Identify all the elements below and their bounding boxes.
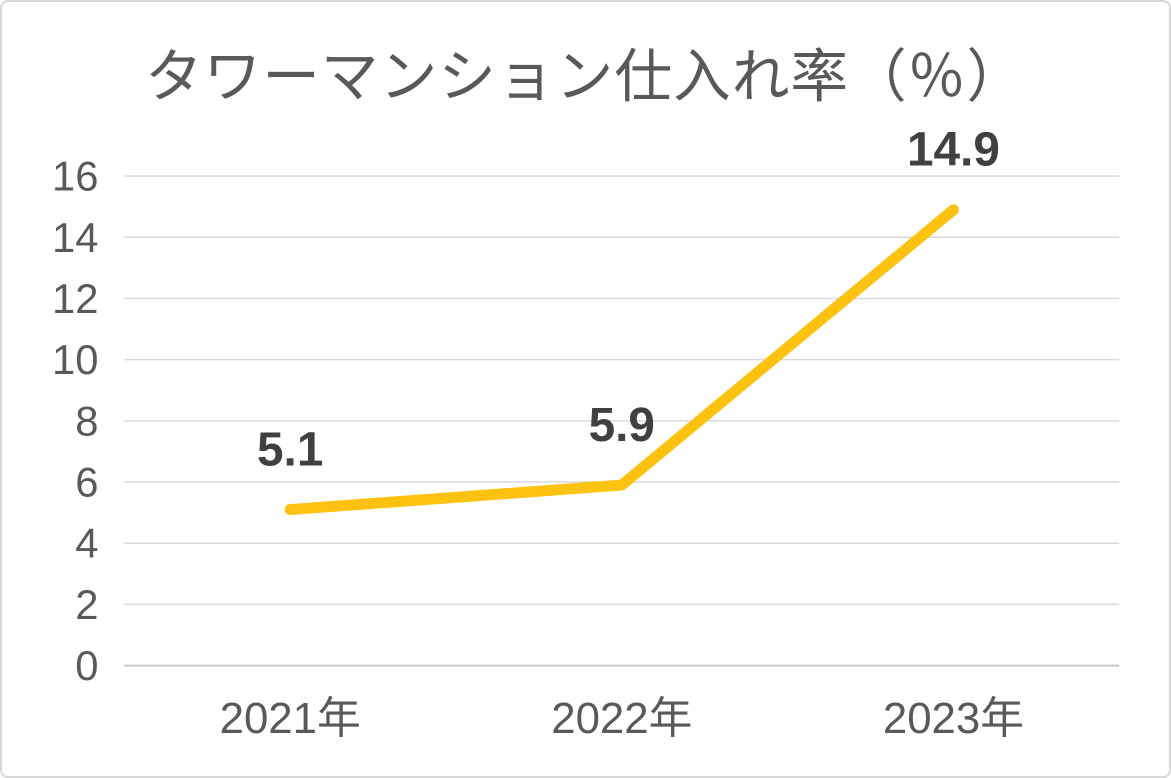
y-tick-label: 14 [52, 214, 98, 261]
data-point-label: 5.9 [589, 399, 655, 452]
data-point-label: 14.9 [907, 124, 1000, 177]
y-tick-label: 2 [75, 581, 98, 628]
y-tick-label: 12 [52, 275, 98, 322]
y-tick-label: 16 [52, 153, 98, 200]
chart-title: タワーマンション仕入れ率（％） [145, 46, 1025, 110]
x-tick-label: 2021年 [220, 694, 361, 743]
data-point-label: 5.1 [257, 423, 323, 476]
y-tick-label: 8 [75, 397, 98, 444]
y-tick-label: 10 [52, 336, 98, 383]
y-tick-label: 6 [75, 459, 98, 506]
y-tick-label: 0 [75, 642, 98, 689]
x-tick-label: 2023年 [883, 694, 1024, 743]
y-tick-label: 4 [75, 520, 98, 567]
x-tick-label: 2022年 [551, 694, 692, 743]
data-series-line [284, 204, 959, 516]
